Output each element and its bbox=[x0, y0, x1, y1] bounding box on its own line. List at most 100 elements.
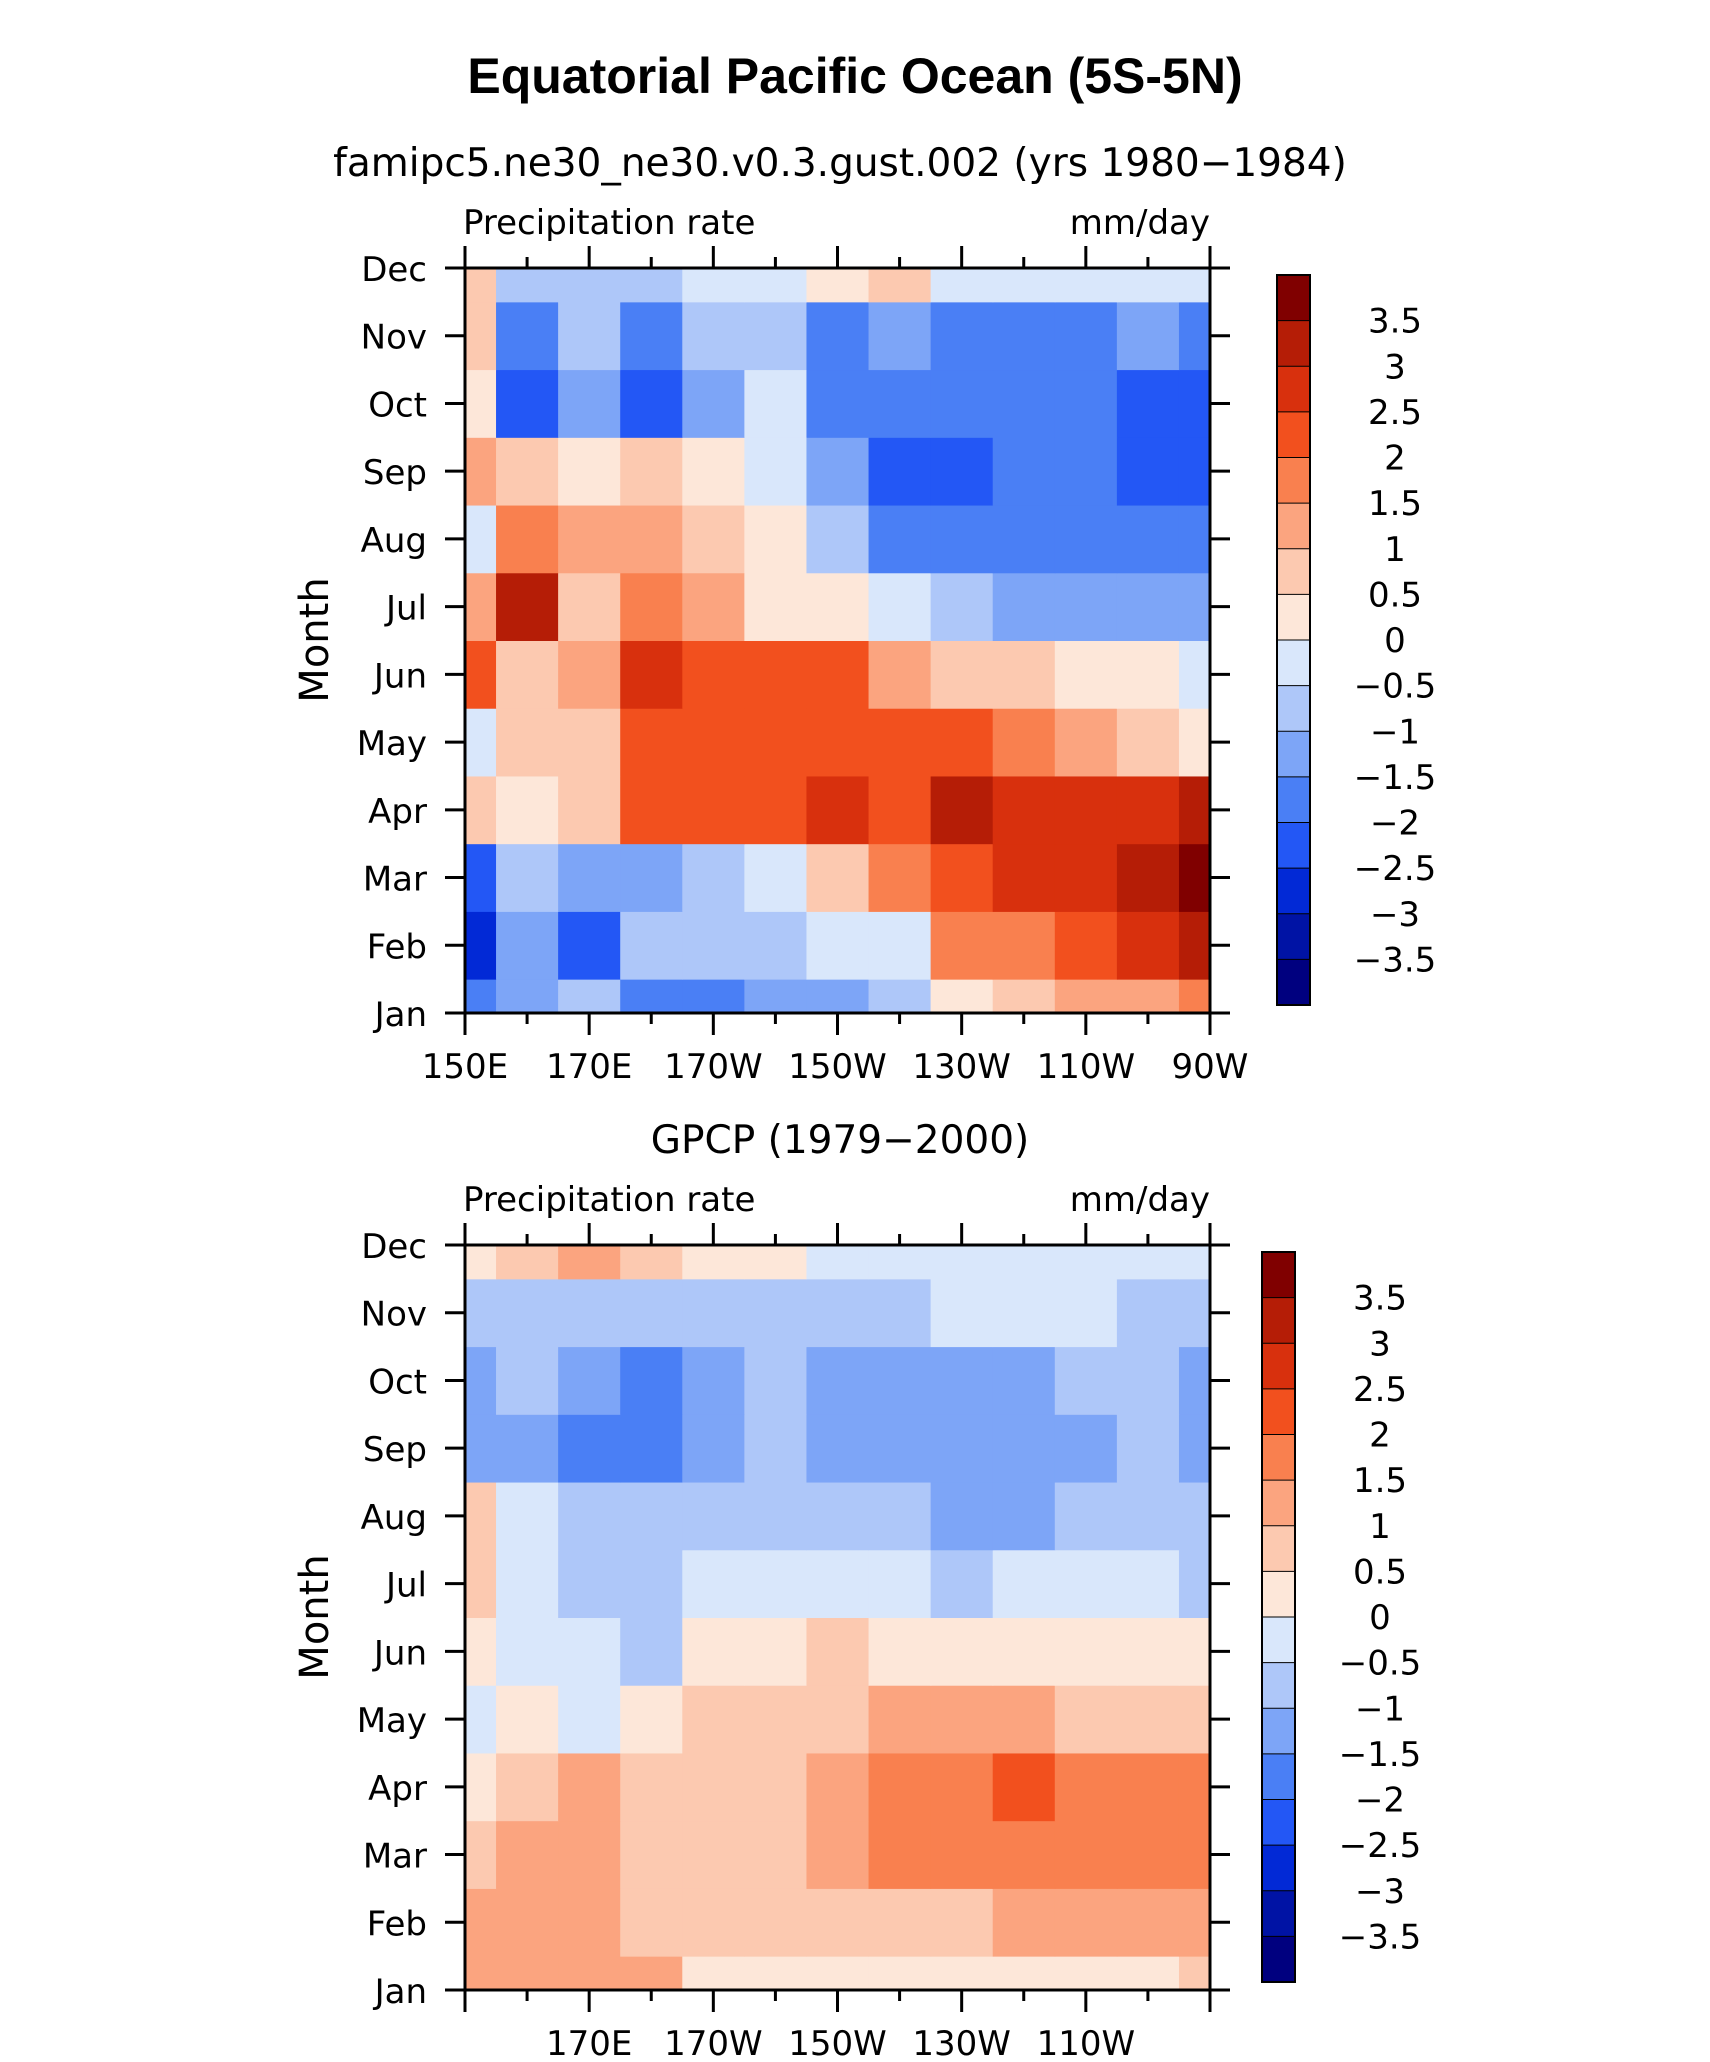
heatmap-cell bbox=[868, 1820, 932, 1889]
heatmap-cell bbox=[682, 505, 745, 574]
panel-observed: GPCP (1979−2000) Precipitation rate mm/d… bbox=[292, 1118, 1421, 2062]
colorbar-label: 3 bbox=[1369, 1324, 1391, 1364]
heatmap-cell bbox=[620, 1617, 683, 1686]
heatmap-cell bbox=[682, 268, 745, 303]
heatmap-cell bbox=[465, 1617, 497, 1686]
y-tick-label: Jun bbox=[372, 656, 427, 696]
heatmap-cell bbox=[806, 1245, 870, 1280]
heatmap-cell bbox=[558, 640, 621, 709]
y-tick-label: Dec bbox=[361, 1227, 427, 1267]
colorbar-frame bbox=[1276, 274, 1311, 1006]
heatmap-cell bbox=[868, 505, 932, 574]
heatmap-cell bbox=[806, 1346, 870, 1415]
colorbar-label: 2.5 bbox=[1353, 1370, 1407, 1410]
heatmap-cell bbox=[620, 1820, 683, 1889]
colorbar-label: −1.5 bbox=[1354, 758, 1437, 798]
y-tick-label: Jan bbox=[373, 995, 427, 1035]
heatmap-cell bbox=[620, 301, 683, 371]
heatmap-cell bbox=[930, 437, 994, 506]
colorbar-swatch bbox=[1261, 1799, 1296, 1847]
colorbar-swatch bbox=[1261, 1434, 1296, 1482]
heatmap-cell bbox=[806, 369, 870, 438]
y-tick-label: Sep bbox=[363, 453, 427, 493]
heatmap-cell bbox=[992, 979, 1056, 1014]
heatmap-cell bbox=[1178, 1414, 1211, 1483]
y-axis-label: Month bbox=[292, 577, 338, 702]
heatmap-cell bbox=[930, 1278, 994, 1348]
heatmap-cell bbox=[806, 301, 870, 371]
y-tick-label: Aug bbox=[361, 1498, 427, 1538]
y-tick-label: Oct bbox=[368, 385, 427, 425]
heatmap-cell bbox=[1116, 1482, 1180, 1551]
heatmap-cell bbox=[465, 843, 497, 912]
heatmap-cell bbox=[558, 1685, 621, 1754]
heatmap-cell bbox=[496, 1549, 559, 1618]
heatmap-cell bbox=[1054, 1482, 1118, 1551]
colorbar-label: 3.5 bbox=[1368, 302, 1422, 342]
y-tick-label: Apr bbox=[368, 1769, 427, 1809]
heatmap-cell bbox=[868, 708, 932, 777]
colorbar-label: −1 bbox=[1355, 1689, 1405, 1729]
colorbar-label: −3.5 bbox=[1354, 940, 1437, 980]
heatmap-cell bbox=[868, 1549, 932, 1618]
heatmap-cell bbox=[1116, 775, 1180, 845]
heatmap-cell bbox=[465, 1956, 497, 1991]
heatmap-cell bbox=[465, 1414, 497, 1483]
heatmap-cell bbox=[558, 268, 621, 303]
colorbar-swatch bbox=[1276, 457, 1311, 505]
heatmap-cell bbox=[682, 1888, 745, 1957]
colorbar-label: −1 bbox=[1370, 712, 1420, 752]
heatmap-cell bbox=[496, 301, 559, 371]
x-tick-label: 90W bbox=[1172, 1047, 1249, 1087]
heatmap-cell bbox=[868, 1888, 932, 1957]
heatmap-cell bbox=[992, 911, 1056, 980]
colorbar-swatch bbox=[1276, 411, 1311, 459]
colorbar-swatch bbox=[1276, 320, 1311, 368]
x-tick-label: 110W bbox=[1037, 1047, 1136, 1087]
heatmap-cell bbox=[930, 843, 994, 912]
y-tick-label: Jul bbox=[384, 1566, 427, 1606]
heatmap-cell bbox=[806, 843, 870, 912]
colorbar-label: 0.5 bbox=[1368, 575, 1422, 615]
heatmap-cell bbox=[930, 1549, 994, 1618]
heatmap-cell bbox=[558, 1482, 621, 1551]
panel-subtitle: famipc5.ne30_ne30.v0.3.gust.002 (yrs 198… bbox=[333, 141, 1347, 186]
heatmap-cell bbox=[682, 1414, 745, 1483]
heatmap-cell bbox=[744, 775, 807, 845]
heatmap-cell bbox=[620, 268, 683, 303]
colorbar-swatch bbox=[1276, 365, 1311, 413]
heatmap-cell bbox=[1054, 708, 1118, 777]
heatmap-cell bbox=[1116, 301, 1180, 371]
heatmap-cell bbox=[992, 301, 1056, 371]
colorbar-swatch bbox=[1276, 730, 1311, 778]
colorbar-label: −3.5 bbox=[1339, 1917, 1422, 1957]
heatmap-cell bbox=[620, 1685, 683, 1754]
heatmap-cell bbox=[930, 369, 994, 438]
heatmap-cell bbox=[682, 843, 745, 912]
heatmap-cell bbox=[558, 911, 621, 980]
colorbar-swatch bbox=[1261, 1890, 1296, 1938]
x-tick-label: 150W bbox=[788, 1047, 887, 1087]
heatmap-cell bbox=[1116, 1414, 1180, 1483]
heatmap-cell bbox=[930, 1414, 994, 1483]
heatmap-cell bbox=[1116, 268, 1180, 303]
colorbar-label: 3 bbox=[1384, 347, 1406, 387]
heatmap-cell bbox=[930, 301, 994, 371]
heatmap-cell bbox=[930, 572, 994, 641]
colorbar-label: 1 bbox=[1369, 1507, 1391, 1547]
left-label: Precipitation rate bbox=[463, 203, 755, 243]
heatmap-cell bbox=[744, 1414, 807, 1483]
x-tick-label: 130W bbox=[912, 2024, 1011, 2062]
colorbar-swatch bbox=[1261, 1616, 1296, 1664]
heatmap-cell bbox=[1178, 572, 1211, 641]
heatmap-cell bbox=[868, 1482, 932, 1551]
heatmap-cell bbox=[744, 1956, 807, 1991]
heatmap-cell bbox=[496, 437, 559, 506]
heatmap-cell bbox=[744, 1685, 807, 1754]
heatmap-cell bbox=[992, 369, 1056, 438]
heatmap-cell bbox=[682, 1549, 745, 1618]
heatmap-cell bbox=[806, 708, 870, 777]
heatmap-cells bbox=[465, 1245, 1211, 1991]
heatmap-cell bbox=[558, 369, 621, 438]
